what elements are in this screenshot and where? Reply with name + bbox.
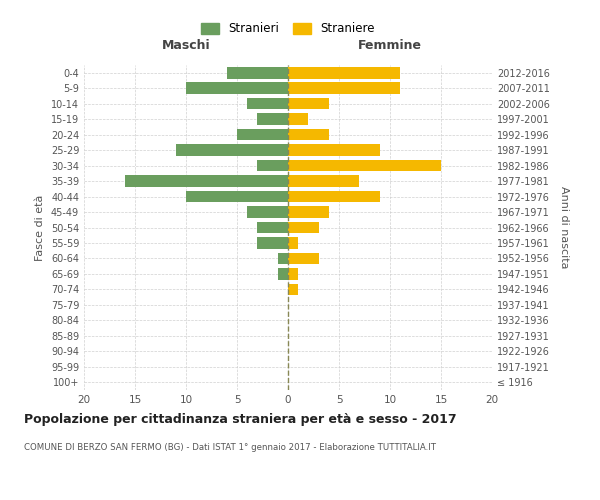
Bar xyxy=(288,129,329,140)
Bar xyxy=(288,82,400,94)
Bar xyxy=(288,98,329,110)
Bar xyxy=(288,67,400,78)
Bar xyxy=(288,284,298,295)
Bar xyxy=(186,82,288,94)
Text: Femmine: Femmine xyxy=(358,39,422,52)
Bar xyxy=(288,160,441,172)
Text: Popolazione per cittadinanza straniera per età e sesso - 2017: Popolazione per cittadinanza straniera p… xyxy=(24,412,457,426)
Bar xyxy=(257,237,288,249)
Bar xyxy=(257,114,288,125)
Bar xyxy=(186,190,288,202)
Bar xyxy=(288,237,298,249)
Bar xyxy=(227,67,288,78)
Bar xyxy=(125,176,288,187)
Legend: Stranieri, Straniere: Stranieri, Straniere xyxy=(197,19,379,39)
Bar xyxy=(257,222,288,234)
Text: Maschi: Maschi xyxy=(161,39,211,52)
Bar xyxy=(288,144,380,156)
Bar xyxy=(288,268,298,280)
Text: COMUNE DI BERZO SAN FERMO (BG) - Dati ISTAT 1° gennaio 2017 - Elaborazione TUTTI: COMUNE DI BERZO SAN FERMO (BG) - Dati IS… xyxy=(24,442,436,452)
Bar xyxy=(288,222,319,234)
Y-axis label: Anni di nascita: Anni di nascita xyxy=(559,186,569,269)
Bar xyxy=(237,129,288,140)
Bar xyxy=(288,206,329,218)
Bar xyxy=(176,144,288,156)
Bar xyxy=(278,268,288,280)
Bar xyxy=(247,206,288,218)
Bar xyxy=(288,176,359,187)
Y-axis label: Fasce di età: Fasce di età xyxy=(35,194,45,260)
Bar xyxy=(257,160,288,172)
Bar xyxy=(288,114,308,125)
Bar xyxy=(288,190,380,202)
Bar xyxy=(278,252,288,264)
Bar xyxy=(247,98,288,110)
Bar xyxy=(288,252,319,264)
